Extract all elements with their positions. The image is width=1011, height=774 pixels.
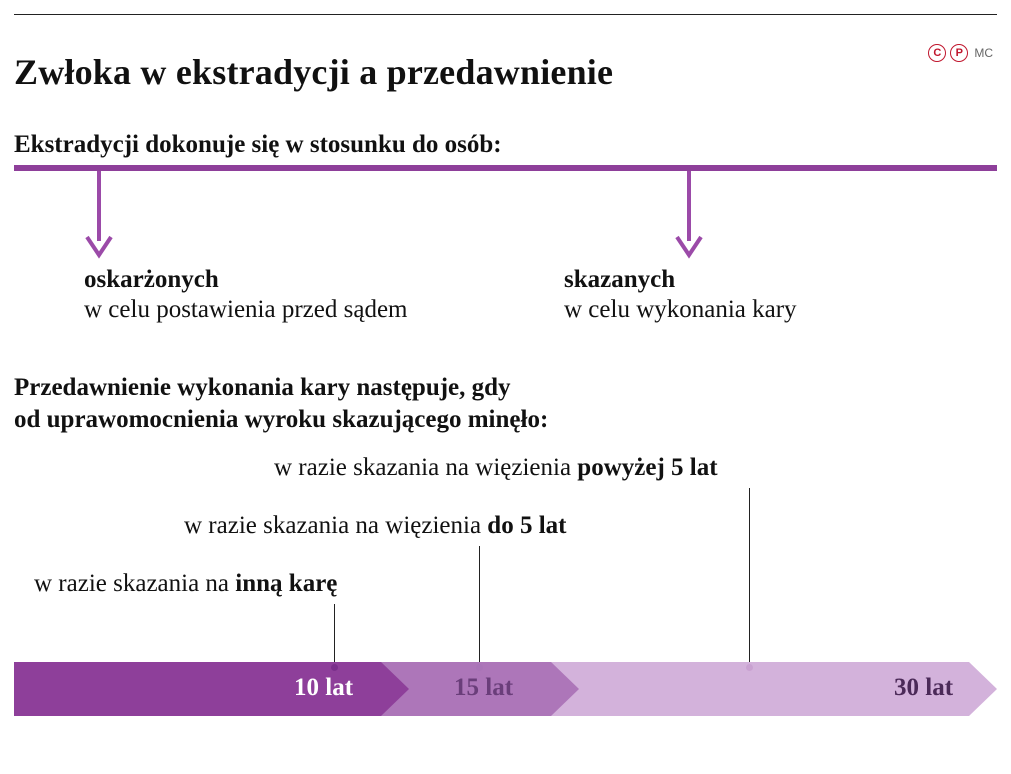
- branch-desc: w celu postawienia przed sądem: [84, 296, 554, 324]
- branch-term: oskarżonych: [84, 266, 554, 294]
- seg-label-30: 30 lat: [894, 674, 953, 702]
- lead-dot-icon: [476, 664, 483, 671]
- branch-convicted: skazanych w celu wykonania kary: [554, 171, 997, 324]
- branch-term: skazanych: [564, 266, 997, 294]
- lead-line: [479, 546, 480, 662]
- callout-over5: w razie skazania na więzienia powyżej 5 …: [274, 454, 718, 482]
- callout-text: w razie skazania na więzienia: [274, 454, 577, 481]
- callout-bold: do 5 lat: [487, 512, 566, 539]
- callout-bold: powyżej 5 lat: [577, 454, 717, 481]
- lead-dot-icon: [331, 664, 338, 671]
- credit-initials: MC: [974, 46, 993, 60]
- producer-icon: P: [950, 44, 968, 62]
- timeline-zone: w razie skazania na więzienia powyżej 5 …: [14, 454, 997, 734]
- seg-label-10: 10 lat: [294, 674, 353, 702]
- lead-line: [749, 488, 750, 662]
- copyright-icon: C: [928, 44, 946, 62]
- branches-row: oskarżonych w celu postawienia przed sąd…: [14, 171, 997, 324]
- section2-heading: Przedawnienie wykonania kary następuje, …: [14, 372, 997, 436]
- top-rule: [14, 14, 997, 15]
- branch-desc: w celu wykonania kary: [564, 296, 997, 324]
- branch-accused: oskarżonych w celu postawienia przed sąd…: [14, 171, 554, 324]
- callout-text: w razie skazania na: [34, 570, 235, 597]
- callout-other: w razie skazania na inną karę: [34, 570, 337, 598]
- arrow-down-icon: [84, 171, 114, 259]
- arrow-down-icon: [674, 171, 704, 259]
- callout-text: w razie skazania na więzienia: [184, 512, 487, 539]
- page-title: Zwłoka w ekstradycji a przedawnienie: [14, 51, 997, 93]
- callout-upto5: w razie skazania na więzienia do 5 lat: [184, 512, 566, 540]
- lead-dot-icon: [746, 664, 753, 671]
- lead-line: [334, 604, 335, 662]
- credit-block: C P MC: [928, 44, 993, 62]
- seg-label-15: 15 lat: [454, 674, 513, 702]
- callout-bold: inną karę: [235, 570, 337, 597]
- section1-heading: Ekstradycji dokonuje się w stosunku do o…: [14, 131, 997, 159]
